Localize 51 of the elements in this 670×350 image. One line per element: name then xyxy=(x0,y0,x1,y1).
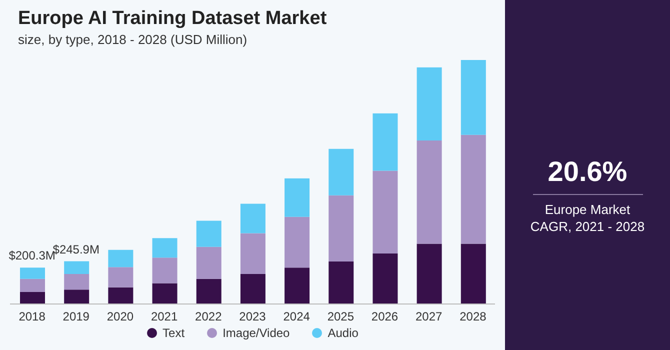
bar xyxy=(108,267,134,288)
bar xyxy=(108,250,134,268)
bar xyxy=(328,195,354,262)
bar xyxy=(196,246,222,279)
bar xyxy=(152,283,178,304)
chart-subtitle: size, by type, 2018 - 2028 (USD Million) xyxy=(18,32,248,47)
bar xyxy=(196,278,222,304)
bar xyxy=(64,261,90,274)
bar xyxy=(152,258,178,284)
bar xyxy=(460,134,486,244)
bar xyxy=(284,268,310,304)
x-tick-label: 2022 xyxy=(195,310,222,324)
bar xyxy=(284,178,310,217)
x-tick-label: 2024 xyxy=(283,310,310,324)
bar xyxy=(20,292,45,304)
x-tick-label: 2028 xyxy=(460,310,487,324)
bar xyxy=(64,290,90,304)
bar xyxy=(460,244,486,304)
x-tick-label: 2021 xyxy=(150,310,178,324)
annotation: $200.3M xyxy=(8,248,56,263)
bar xyxy=(328,262,354,304)
bar xyxy=(240,204,266,234)
legend-label: Image/Video xyxy=(222,326,290,340)
bar xyxy=(240,233,266,274)
bar xyxy=(372,253,398,304)
x-tick-label: 2025 xyxy=(327,310,354,324)
chart-title: Europe AI Training Dataset Market xyxy=(18,8,327,30)
bar xyxy=(416,67,442,141)
bar xyxy=(20,278,45,292)
bar xyxy=(416,140,442,244)
bar xyxy=(372,170,398,254)
bar xyxy=(196,220,222,247)
bar xyxy=(240,274,266,304)
bar xyxy=(372,113,398,171)
legend-label: Text xyxy=(162,326,185,340)
x-tick-label: 2018 xyxy=(18,310,46,324)
bar xyxy=(284,216,310,268)
bar xyxy=(152,238,178,258)
bar xyxy=(460,60,486,135)
bar xyxy=(328,148,354,196)
bar xyxy=(416,244,442,304)
legend-label: Audio xyxy=(328,326,358,340)
side-panel: 20.6% Europe Market CAGR, 2021 - 2028 xyxy=(505,0,670,350)
x-tick-label: 2027 xyxy=(416,310,443,324)
bar xyxy=(64,274,90,290)
bar xyxy=(20,268,45,279)
x-tick-label: 2023 xyxy=(239,310,266,324)
x-tick-label: 2019 xyxy=(62,310,90,324)
x-tick-label: 2020 xyxy=(106,310,134,324)
bar xyxy=(108,287,134,304)
x-tick-label: 2026 xyxy=(371,310,398,324)
